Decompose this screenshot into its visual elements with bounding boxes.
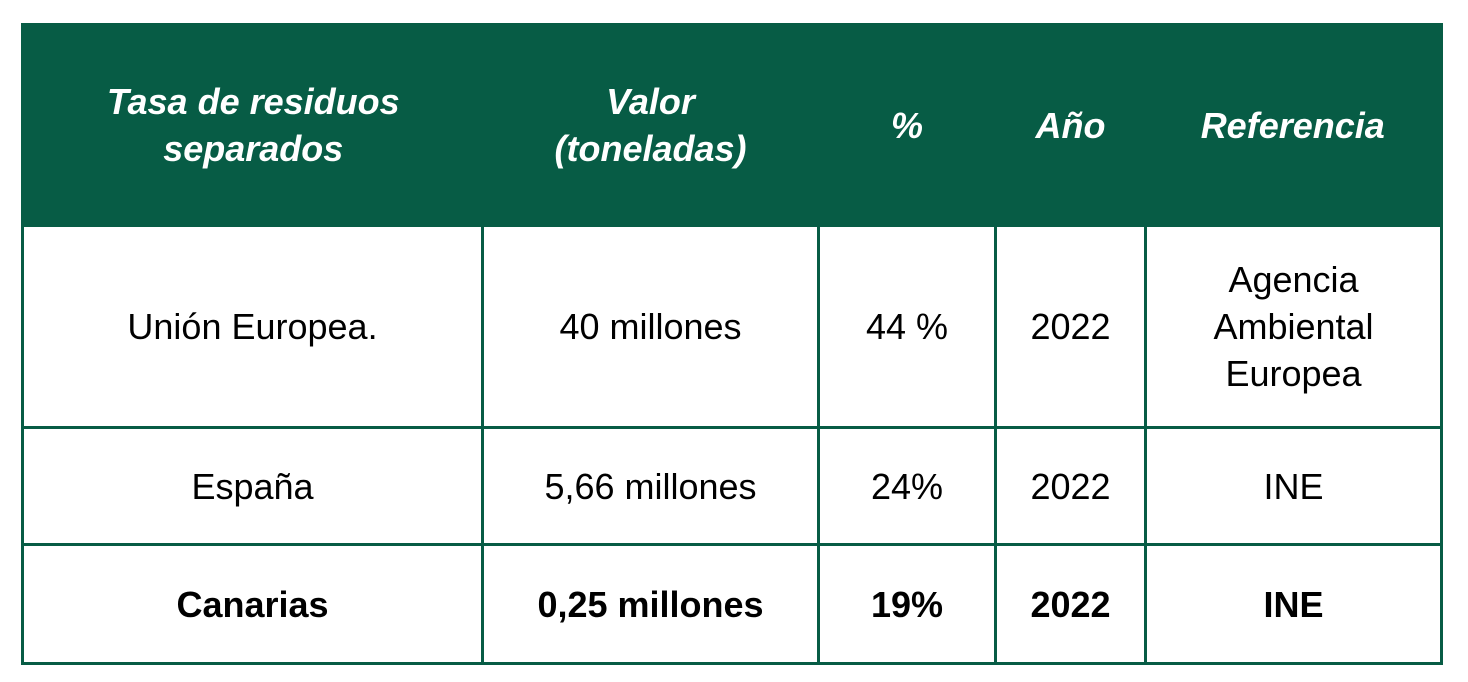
cell-anio: 2022 <box>994 426 1147 546</box>
cell-region: España <box>21 426 484 546</box>
cell-referencia: INE <box>1144 543 1443 665</box>
cell-porcentaje: 44 % <box>817 224 997 429</box>
header-anio: Año <box>995 24 1146 226</box>
cell-region: Unión Europea. <box>21 224 484 429</box>
header-referencia: Referencia <box>1145 24 1442 226</box>
cell-region: Canarias <box>21 543 484 665</box>
cell-valor: 5,66 millones <box>481 426 820 546</box>
cell-referencia: Agencia Ambiental Europea <box>1144 224 1443 429</box>
header-row: Tasa de residuos separados Valor (tonela… <box>22 24 1442 226</box>
referencia-line: Europea <box>1225 353 1362 394</box>
cell-referencia: INE <box>1144 426 1443 546</box>
header-tasa-residuos: Tasa de residuos separados <box>22 24 483 226</box>
header-line: Valor <box>606 81 695 122</box>
referencia-line: Agencia <box>1228 259 1359 300</box>
waste-separation-table: Tasa de residuos separados Valor (tonela… <box>21 23 1443 665</box>
table-body: Unión Europea. 40 millones 44 % 2022 Age… <box>21 224 1443 665</box>
header-line: Tasa de residuos <box>106 81 400 122</box>
table-header: Tasa de residuos separados Valor (tonela… <box>22 24 1442 226</box>
table-row-canarias: Canarias 0,25 millones 19% 2022 INE <box>21 543 1443 665</box>
header-line: % <box>890 104 923 146</box>
table-row-espana: España 5,66 millones 24% 2022 INE <box>21 426 1443 546</box>
table-row-union-europea: Unión Europea. 40 millones 44 % 2022 Age… <box>21 224 1443 429</box>
cell-anio: 2022 <box>994 543 1147 665</box>
cell-porcentaje: 24% <box>817 426 997 546</box>
header-line: Año <box>1035 104 1106 146</box>
cell-porcentaje: 19% <box>817 543 997 665</box>
header-line: (toneladas) <box>554 128 747 169</box>
header-porcentaje: % <box>818 24 996 226</box>
header-valor: Valor (toneladas) <box>482 24 819 226</box>
cell-valor: 40 millones <box>481 224 820 429</box>
referencia-line: Ambiental <box>1213 306 1374 347</box>
header-line: separados <box>163 128 344 169</box>
header-line: Referencia <box>1200 104 1385 146</box>
cell-anio: 2022 <box>994 224 1147 429</box>
cell-valor: 0,25 millones <box>481 543 820 665</box>
